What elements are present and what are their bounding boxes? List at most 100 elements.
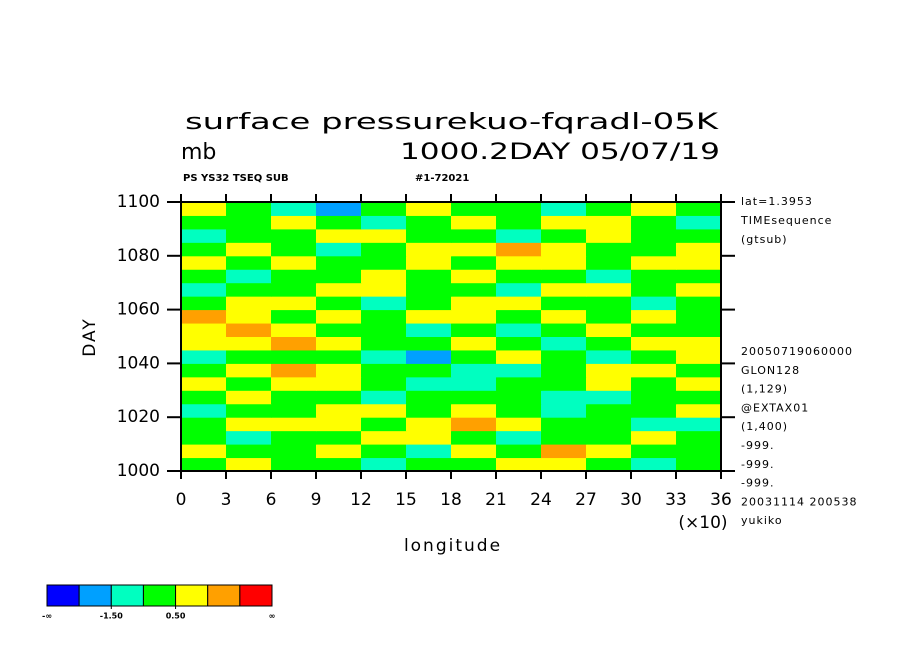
cell — [271, 403, 317, 418]
cell — [271, 349, 317, 364]
cell — [226, 457, 272, 472]
cell — [181, 255, 227, 270]
cell — [496, 202, 542, 216]
cell — [181, 403, 227, 418]
x-tick-label: 36 — [710, 490, 732, 510]
cell — [451, 282, 497, 297]
cell — [181, 390, 227, 405]
cell — [406, 309, 452, 324]
cell — [451, 363, 497, 378]
cell — [181, 269, 227, 284]
cell — [586, 390, 632, 405]
cell — [361, 430, 407, 445]
cell — [496, 296, 542, 311]
cell — [451, 417, 497, 432]
cell — [181, 323, 227, 337]
cell — [631, 390, 677, 405]
cell — [226, 376, 272, 391]
cell — [226, 255, 272, 270]
cell — [226, 417, 272, 432]
cell — [676, 269, 722, 284]
header-left: PS YS32 TSEQ SUB — [183, 173, 289, 184]
cell — [541, 202, 587, 216]
cell — [406, 363, 452, 378]
cell — [676, 323, 722, 337]
cell — [406, 242, 452, 257]
cell — [226, 269, 272, 284]
cell — [361, 202, 407, 216]
cell — [586, 215, 632, 230]
cell — [316, 349, 362, 364]
x-tick-label: 9 — [311, 490, 322, 510]
cell — [271, 255, 317, 270]
note: yukiko — [741, 514, 783, 527]
cell — [181, 336, 227, 351]
cell — [181, 363, 227, 378]
cell — [226, 323, 272, 337]
cell — [271, 296, 317, 311]
cell — [676, 390, 722, 405]
cell — [271, 228, 317, 243]
x-tick-label: 30 — [620, 490, 642, 510]
x-tick-label: 3 — [221, 490, 232, 510]
cell — [631, 282, 677, 297]
cell — [676, 336, 722, 351]
cell — [451, 228, 497, 243]
cell — [631, 457, 677, 472]
cell — [631, 296, 677, 311]
cell — [361, 255, 407, 270]
cell — [541, 403, 587, 418]
cell — [496, 417, 542, 432]
cell — [541, 390, 587, 405]
cell — [361, 336, 407, 351]
x-axis-label: longitude — [404, 536, 502, 556]
cell — [496, 242, 542, 257]
cell — [271, 202, 317, 216]
cell — [676, 309, 722, 324]
cell — [541, 444, 587, 459]
cell — [316, 390, 362, 405]
cell — [541, 363, 587, 378]
x-tick-label: 15 — [395, 490, 417, 510]
x-tick-label: 27 — [575, 490, 597, 510]
cell — [631, 215, 677, 230]
cell — [496, 336, 542, 351]
cell — [586, 457, 632, 472]
cell — [226, 202, 272, 216]
cell — [496, 309, 542, 324]
cell — [586, 282, 632, 297]
colorbar-label: -∞ — [42, 612, 52, 621]
cell — [406, 376, 452, 391]
cell — [226, 403, 272, 418]
cell — [271, 336, 317, 351]
cell — [496, 457, 542, 472]
cell — [226, 349, 272, 364]
cell — [541, 228, 587, 243]
cell — [541, 296, 587, 311]
cell — [181, 376, 227, 391]
cell — [451, 215, 497, 230]
cell — [496, 323, 542, 337]
cell — [586, 430, 632, 445]
cell — [361, 444, 407, 459]
cell — [631, 363, 677, 378]
colorbar-swatch — [239, 584, 273, 607]
cell — [406, 403, 452, 418]
cell — [676, 457, 722, 472]
cell — [226, 336, 272, 351]
cell — [586, 417, 632, 432]
cell — [361, 282, 407, 297]
cell — [541, 376, 587, 391]
cell — [676, 376, 722, 391]
cell — [496, 269, 542, 284]
x-tick-label: 24 — [530, 490, 552, 510]
cell — [541, 242, 587, 257]
cell — [676, 296, 722, 311]
cell — [676, 430, 722, 445]
cell — [271, 309, 317, 324]
cell — [316, 215, 362, 230]
cell — [226, 390, 272, 405]
cell — [181, 349, 227, 364]
cell — [316, 323, 362, 337]
